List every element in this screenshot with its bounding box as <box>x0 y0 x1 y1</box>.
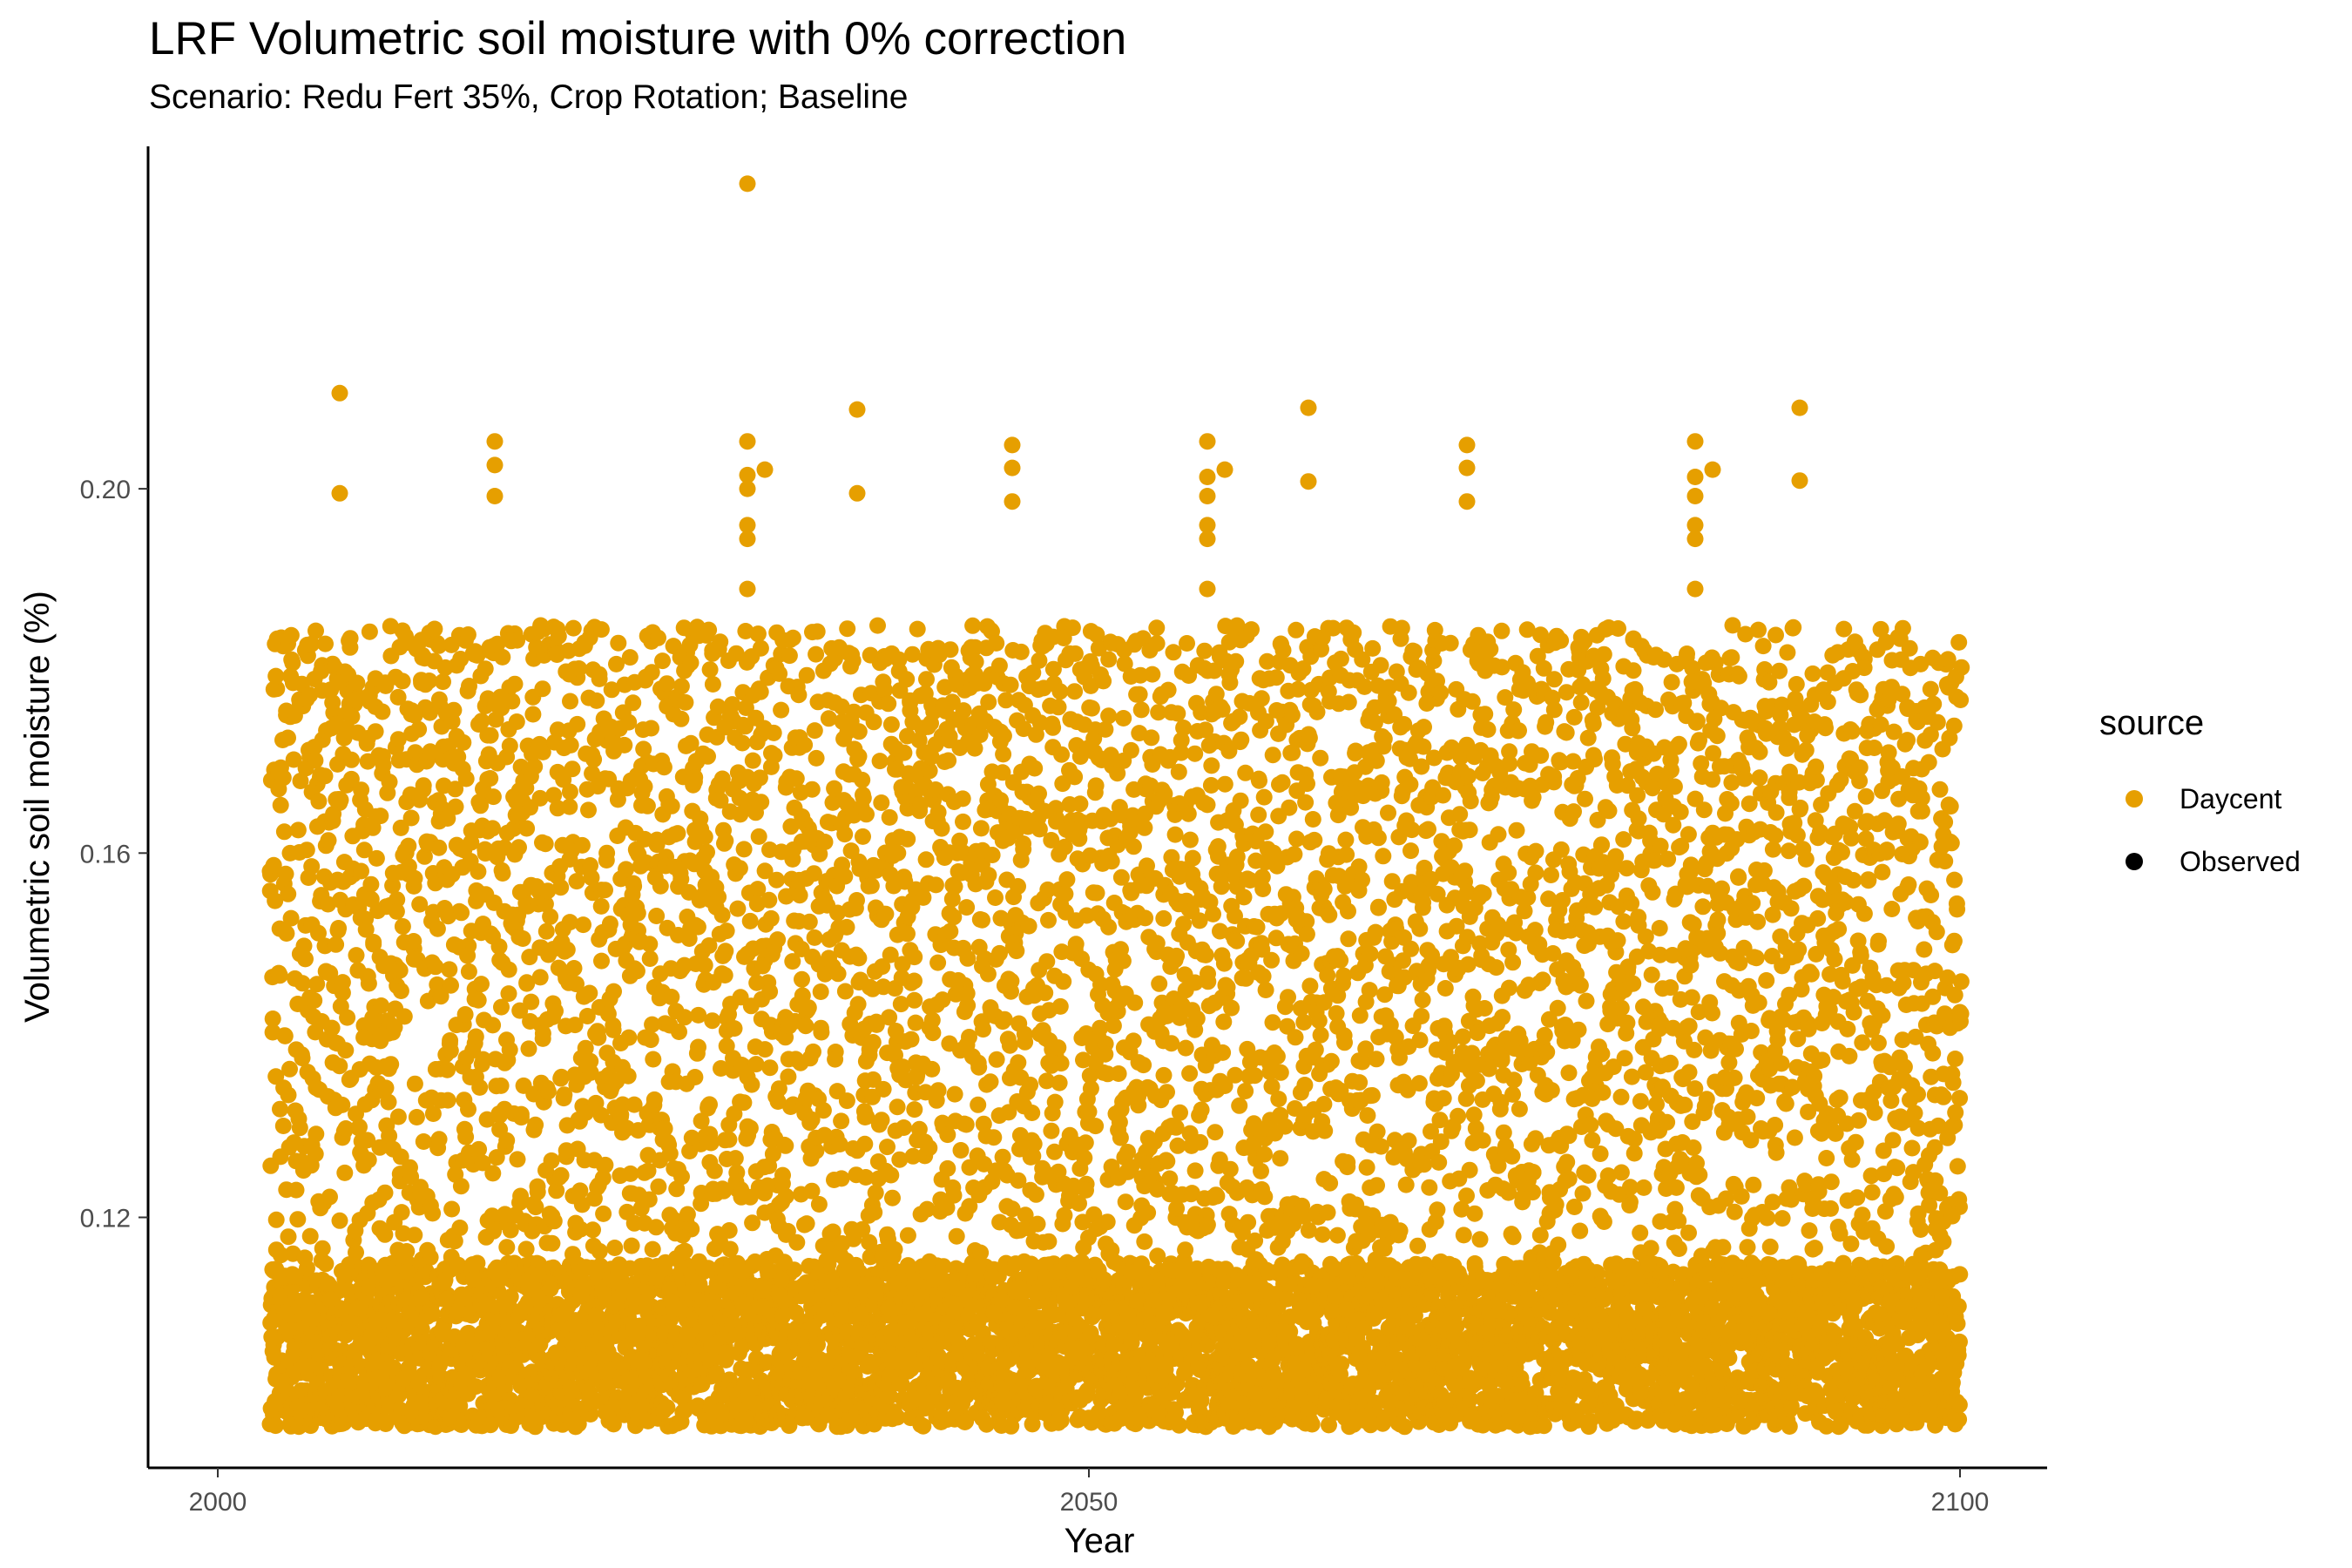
data-point <box>1950 1298 1967 1315</box>
points-layer <box>261 175 1970 1436</box>
data-point <box>280 1086 297 1104</box>
data-point <box>303 858 321 875</box>
data-point <box>298 841 315 859</box>
data-point <box>482 1416 499 1434</box>
data-point <box>272 1288 288 1306</box>
data-point <box>282 909 300 927</box>
data-point <box>297 950 314 968</box>
data-point <box>393 1402 409 1419</box>
data-point <box>281 1060 298 1078</box>
data-point <box>1949 1315 1966 1332</box>
data-point <box>267 1417 284 1435</box>
data-point <box>286 1268 303 1285</box>
data-point <box>1951 1266 1969 1283</box>
chart-title: LRF Volumetric soil moisture with 0% cor… <box>149 13 1127 64</box>
data-point <box>289 821 307 839</box>
data-point <box>306 992 323 1009</box>
data-point <box>274 769 292 787</box>
data-point <box>659 1399 676 1416</box>
data-point <box>275 823 293 841</box>
data-point <box>267 667 285 685</box>
data-point <box>277 865 294 882</box>
data-point <box>272 796 289 814</box>
data-point <box>1333 1355 1350 1373</box>
data-point <box>274 1118 292 1134</box>
data-point <box>272 1100 288 1118</box>
chart-subtitle: Scenario: Redu Fert 35%, Crop Rotation; … <box>149 78 909 116</box>
data-point <box>1950 1410 1968 1428</box>
data-point <box>278 925 295 942</box>
data-point <box>1171 1416 1188 1434</box>
data-point <box>1951 1333 1968 1350</box>
data-point <box>1303 1416 1321 1433</box>
data-point <box>570 1416 587 1433</box>
data-point <box>293 1046 310 1064</box>
data-point <box>307 752 324 769</box>
data-point <box>280 729 296 747</box>
data-point <box>296 1249 314 1267</box>
data-point <box>280 1228 297 1246</box>
data-point <box>451 1397 469 1415</box>
data-point <box>1448 1318 1465 1335</box>
data-point <box>270 965 287 983</box>
data-point <box>287 1181 305 1199</box>
data-point <box>291 1119 308 1137</box>
data-point <box>284 654 301 672</box>
data-point <box>280 885 297 902</box>
data-point <box>413 1321 430 1338</box>
data-point <box>267 1211 285 1228</box>
data-point <box>276 1027 294 1044</box>
data-point <box>308 1125 325 1143</box>
data-point <box>301 1227 319 1245</box>
data-point <box>1781 1418 1798 1435</box>
data-point <box>289 1211 307 1228</box>
data-point <box>310 793 328 810</box>
data-point <box>307 1146 324 1163</box>
data-point <box>282 626 300 644</box>
data-point <box>424 1305 441 1322</box>
data-point <box>301 1302 319 1320</box>
data-point <box>1950 1396 1968 1414</box>
data-point <box>294 975 311 992</box>
